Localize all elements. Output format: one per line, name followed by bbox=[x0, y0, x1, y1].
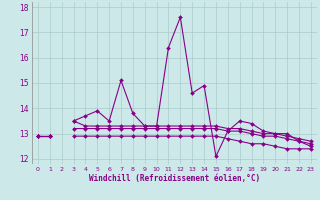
X-axis label: Windchill (Refroidissement éolien,°C): Windchill (Refroidissement éolien,°C) bbox=[89, 174, 260, 183]
